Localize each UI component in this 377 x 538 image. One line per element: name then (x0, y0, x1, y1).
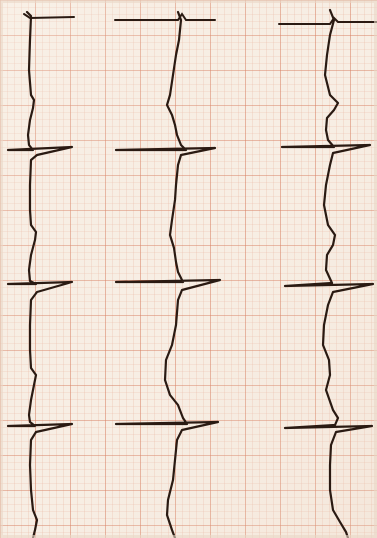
ecg-trace-2-top-spike (114, 12, 216, 21)
ecg-trace-1 (6, 10, 74, 538)
ecg-trace-2 (114, 10, 222, 538)
ecg-trace-3 (280, 8, 375, 538)
ecg-trace-1-top-spike (23, 13, 75, 20)
ecg-trace-3-top-spike (278, 16, 377, 25)
